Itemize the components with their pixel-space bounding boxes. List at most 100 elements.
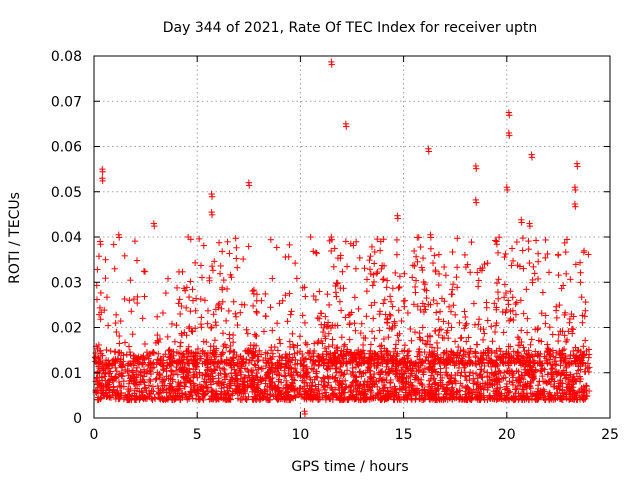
data-point bbox=[433, 300, 441, 307]
data-point bbox=[519, 386, 526, 393]
data-point bbox=[370, 315, 377, 322]
data-point bbox=[530, 375, 538, 382]
y-tick-label: 0.02 bbox=[51, 321, 82, 337]
data-point bbox=[288, 308, 295, 315]
data-point bbox=[258, 389, 265, 396]
data-point bbox=[332, 289, 340, 296]
data-point bbox=[411, 262, 418, 270]
data-point bbox=[530, 353, 538, 360]
data-point bbox=[463, 385, 470, 392]
data-point bbox=[224, 238, 231, 245]
data-point bbox=[216, 270, 224, 277]
data-point bbox=[97, 316, 104, 323]
data-point bbox=[389, 285, 397, 292]
data-point bbox=[269, 275, 276, 282]
y-tick-label: 0 bbox=[73, 411, 82, 427]
data-point bbox=[489, 382, 496, 389]
data-point bbox=[197, 262, 205, 269]
data-point bbox=[218, 388, 225, 395]
data-point bbox=[575, 367, 582, 374]
data-point bbox=[363, 287, 371, 295]
data-point bbox=[138, 361, 146, 368]
data-point bbox=[569, 383, 577, 391]
data-point bbox=[198, 324, 205, 331]
data-point bbox=[219, 330, 227, 337]
data-point bbox=[102, 256, 109, 263]
data-point bbox=[469, 389, 476, 396]
data-point bbox=[171, 338, 179, 346]
data-point bbox=[127, 276, 134, 284]
data-point bbox=[465, 390, 472, 397]
data-point bbox=[553, 360, 560, 368]
data-point bbox=[458, 334, 465, 341]
data-point bbox=[392, 269, 399, 277]
data-point bbox=[582, 307, 589, 314]
data-point bbox=[176, 296, 183, 303]
data-point bbox=[495, 276, 502, 283]
data-point bbox=[456, 319, 463, 327]
data-point bbox=[223, 383, 231, 391]
data-point bbox=[562, 270, 570, 278]
data-point bbox=[371, 335, 378, 342]
data-point bbox=[479, 336, 487, 344]
data-point bbox=[343, 263, 351, 270]
data-point bbox=[133, 364, 141, 372]
data-point bbox=[580, 247, 588, 254]
data-point bbox=[170, 396, 178, 404]
data-point bbox=[324, 290, 331, 298]
data-point bbox=[146, 376, 153, 384]
data-point bbox=[527, 363, 534, 370]
data-point bbox=[480, 326, 487, 333]
data-point bbox=[120, 352, 127, 359]
data-point bbox=[177, 339, 184, 346]
data-point bbox=[226, 331, 233, 338]
data-point bbox=[440, 349, 447, 357]
data-point bbox=[110, 241, 117, 248]
data-point bbox=[493, 396, 500, 404]
data-point bbox=[581, 337, 589, 344]
data-point bbox=[249, 287, 256, 295]
data-point bbox=[243, 326, 250, 333]
data-point bbox=[91, 354, 99, 361]
data-point bbox=[356, 254, 363, 262]
data-point bbox=[477, 371, 484, 378]
data-point bbox=[291, 259, 299, 267]
data-point bbox=[470, 375, 477, 382]
data-point bbox=[254, 392, 261, 399]
data-point bbox=[380, 300, 387, 307]
data-point bbox=[467, 395, 474, 403]
data-point bbox=[391, 392, 398, 400]
data-point bbox=[411, 328, 419, 336]
data-point bbox=[531, 369, 538, 376]
x-tick-labels: 0 5 10 15 20 25 bbox=[90, 427, 619, 443]
data-point bbox=[338, 334, 346, 341]
data-point bbox=[519, 247, 526, 254]
y-tick-label: 0.03 bbox=[51, 275, 82, 291]
data-point bbox=[232, 313, 240, 320]
data-point bbox=[203, 379, 210, 386]
data-point bbox=[147, 377, 154, 385]
data-point bbox=[127, 385, 134, 393]
data-point bbox=[217, 262, 224, 270]
data-point bbox=[489, 338, 496, 345]
data-point bbox=[429, 259, 437, 267]
data-point bbox=[255, 356, 262, 364]
data-point bbox=[234, 264, 241, 271]
data-point bbox=[220, 394, 227, 402]
data-point bbox=[471, 348, 479, 355]
data-point bbox=[379, 376, 387, 383]
data-point bbox=[458, 369, 465, 376]
data-point bbox=[336, 298, 344, 305]
data-point bbox=[222, 359, 230, 367]
y-tick-label: 0.04 bbox=[51, 230, 82, 246]
data-point bbox=[502, 309, 509, 316]
data-point bbox=[242, 389, 249, 397]
data-point bbox=[247, 367, 255, 374]
data-point bbox=[112, 311, 120, 319]
data-point bbox=[554, 337, 562, 345]
data-point bbox=[562, 375, 569, 382]
data-point bbox=[420, 386, 428, 393]
data-point bbox=[373, 270, 380, 277]
data-point bbox=[495, 295, 502, 303]
